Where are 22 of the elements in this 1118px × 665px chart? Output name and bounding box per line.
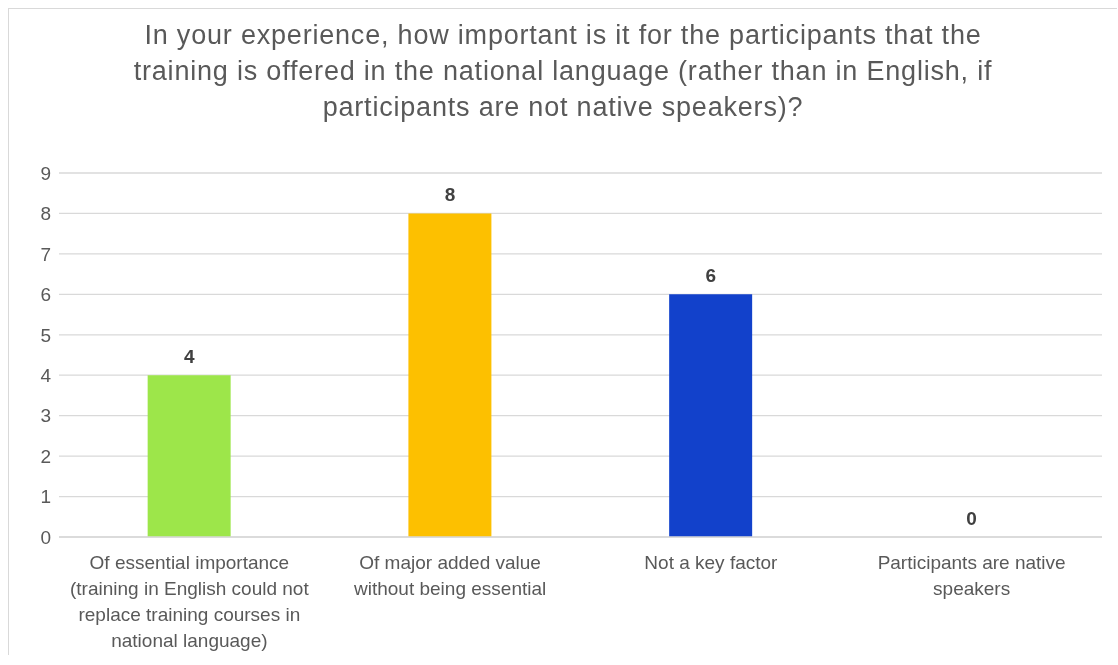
x-tick-label: Of major added value without being essential: [353, 552, 547, 599]
y-tick-label: 9: [40, 162, 51, 184]
y-tick-label: 1: [40, 486, 51, 508]
chart-title: In your experience, how important is it for the participants that the training is offered in the national language (rather than in English, if participants are not native speakers)?: [132, 19, 994, 124]
x-tick-label: Of essential importance (training in English could not replace training courses in national language): [70, 552, 310, 651]
y-tick-label: 0: [40, 526, 51, 548]
y-tick-label: 4: [40, 364, 52, 386]
x-tick-label: Not a key factor: [644, 552, 779, 573]
data-label: 6: [705, 265, 717, 287]
y-tick-label: 5: [40, 324, 51, 346]
data-label: 8: [444, 184, 456, 206]
x-tick-label: Participants are native speakers: [877, 552, 1066, 599]
bar: [669, 294, 753, 537]
data-label: 4: [184, 346, 196, 368]
y-tick-label: 7: [40, 243, 51, 265]
bar: [147, 375, 231, 537]
y-tick-label: 2: [40, 445, 51, 467]
data-label: 0: [966, 508, 977, 529]
bar: [408, 213, 492, 537]
y-tick-label: 6: [40, 284, 51, 306]
y-tick-label: 3: [40, 405, 51, 427]
y-tick-label: 8: [40, 203, 51, 225]
